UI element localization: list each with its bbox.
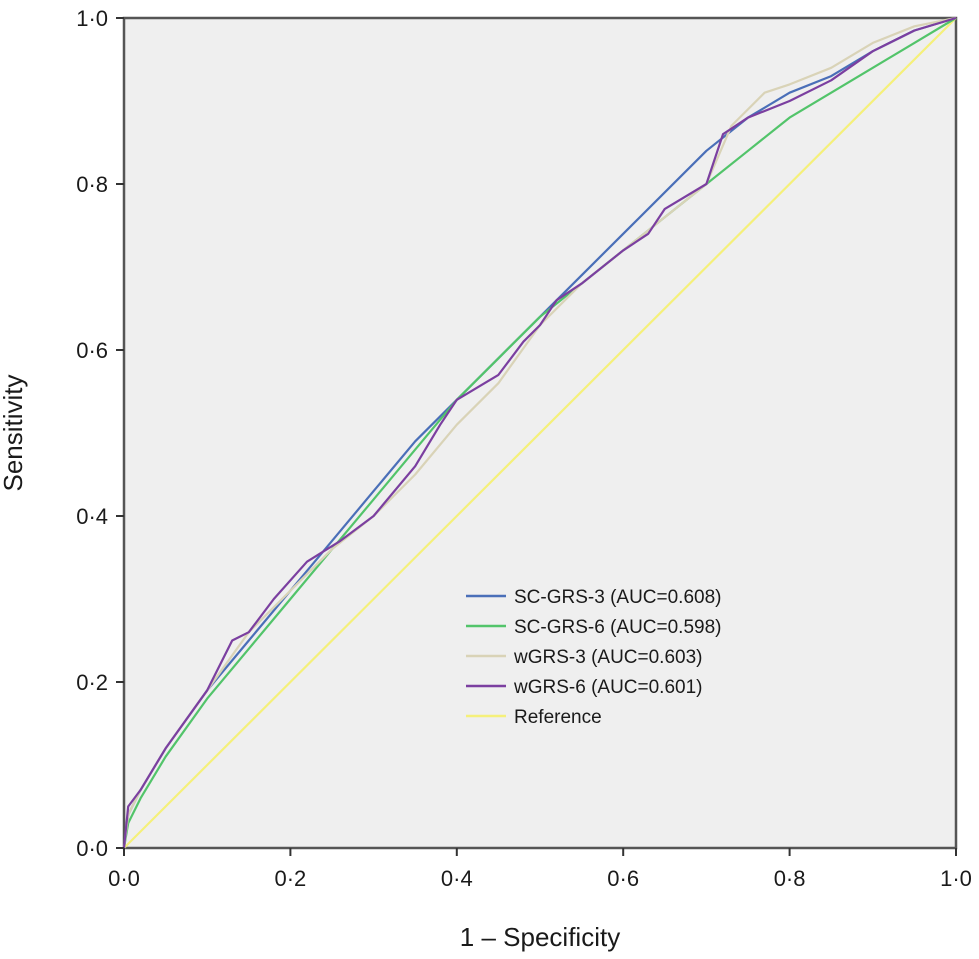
x-tick-label: 1·0 <box>940 866 972 891</box>
x-tick-label: 0·8 <box>774 866 806 891</box>
x-tick-label: 0·2 <box>275 866 307 891</box>
x-tick-label: 0·6 <box>607 866 639 891</box>
legend-label: wGRS-3 (AUC=0.603) <box>513 647 702 668</box>
y-tick-label: 0·8 <box>76 172 108 197</box>
legend-label: Reference <box>514 707 602 728</box>
series-line-1 <box>122 17 957 849</box>
x-tick-label: 0·0 <box>108 866 140 891</box>
legend-label: wGRS-6 (AUC=0.601) <box>513 677 702 698</box>
series-layer <box>122 16 957 849</box>
series-line-3 <box>122 16 957 849</box>
y-tick-label: 0·4 <box>76 504 108 529</box>
y-tick-label: 0·0 <box>76 836 108 861</box>
y-axis-title: Sensitivity <box>0 374 28 491</box>
legend-label: SC-GRS-3 (AUC=0.608) <box>514 587 721 608</box>
ticks-layer: 0·0 0·2 0·4 0·6 0·8 1·0 0·0 0·2 0·4 0·6 0·8 1·0 <box>76 6 972 891</box>
y-tick-label: 0·6 <box>76 338 108 363</box>
x-tick-label: 0·4 <box>441 866 473 891</box>
y-tick-label: 1·0 <box>76 6 108 31</box>
y-tick-label: 0·2 <box>76 670 108 695</box>
legend-label: SC-GRS-6 (AUC=0.598) <box>514 617 721 638</box>
legend: SC-GRS-3 (AUC=0.608) SC-GRS-6 (AUC=0.598)… <box>466 587 721 728</box>
series-line-4 <box>123 17 957 849</box>
x-axis-title: 1 – Specificity <box>460 922 620 952</box>
